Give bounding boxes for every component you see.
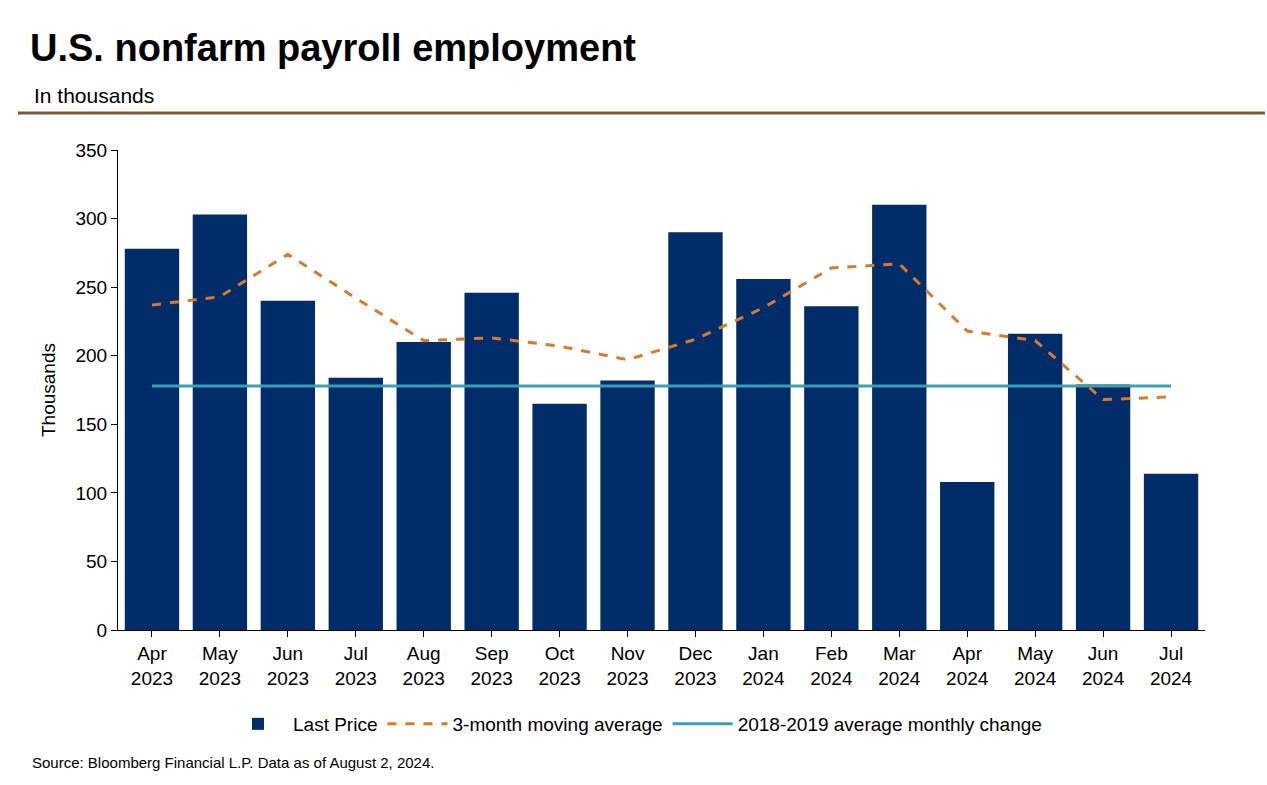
svg-text:Jul2024: Jul2024	[1150, 643, 1193, 689]
svg-text:U.S. nonfarm payroll employmen: U.S. nonfarm payroll employment	[30, 27, 636, 69]
svg-text:Jun2024: Jun2024	[1082, 643, 1125, 689]
svg-text:Oct2023: Oct2023	[538, 643, 580, 689]
svg-text:3-month moving average: 3-month moving average	[452, 714, 662, 735]
svg-text:Source: Bloomberg Financial L.: Source: Bloomberg Financial L.P. Data as…	[32, 754, 434, 771]
svg-text:50: 50	[86, 551, 107, 572]
svg-text:200: 200	[75, 345, 107, 366]
svg-text:May2024: May2024	[1014, 643, 1057, 689]
svg-text:Feb2024: Feb2024	[810, 643, 853, 689]
svg-text:100: 100	[75, 483, 107, 504]
svg-text:300: 300	[75, 208, 107, 229]
svg-text:150: 150	[75, 414, 107, 435]
svg-text:In thousands: In thousands	[34, 84, 154, 107]
svg-text:Apr2023: Apr2023	[131, 643, 173, 689]
svg-text:250: 250	[75, 277, 107, 298]
svg-text:May2023: May2023	[199, 643, 241, 689]
svg-text:Jun2023: Jun2023	[267, 643, 309, 689]
svg-text:Aug2023: Aug2023	[403, 643, 445, 689]
svg-text:Jan2024: Jan2024	[742, 643, 785, 689]
svg-text:Sep2023: Sep2023	[471, 643, 513, 689]
svg-text:Nov2023: Nov2023	[606, 643, 648, 689]
svg-text:Apr2024: Apr2024	[946, 643, 989, 689]
svg-text:Last Price: Last Price	[293, 714, 377, 735]
svg-text:Dec2023: Dec2023	[674, 643, 716, 689]
svg-text:350: 350	[75, 140, 107, 161]
svg-text:Mar2024: Mar2024	[878, 643, 921, 689]
svg-text:2018-2019 average monthly chan: 2018-2019 average monthly change	[738, 714, 1042, 735]
svg-text:Thousands: Thousands	[38, 343, 59, 437]
svg-text:0: 0	[97, 620, 108, 641]
svg-text:Jul2023: Jul2023	[335, 643, 377, 689]
